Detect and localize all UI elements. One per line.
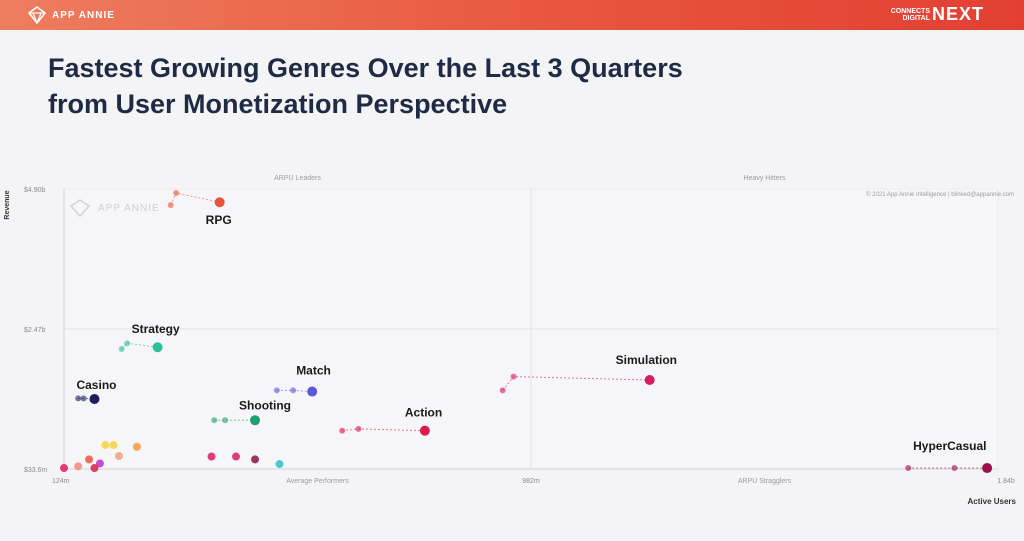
quadrant-label-bottom-right: ARPU Stragglers	[738, 478, 792, 485]
slide-title-line2: from User Monetization Perspective	[48, 89, 508, 119]
unlabeled-point-0	[60, 464, 68, 473]
y-tick-label-1: $2.47b	[24, 327, 46, 334]
y-axis-title: Revenue	[4, 190, 11, 219]
strategy-point-2	[152, 342, 163, 353]
hypercasual-point-2	[982, 463, 993, 474]
shooting-point-1	[222, 417, 229, 424]
top-banner: APP ANNIE CONNECTS DIGITAL NEXT	[0, 0, 1024, 30]
app-annie-brand: APP ANNIE	[28, 6, 115, 24]
rpg-point-0	[167, 202, 174, 209]
casino-point-0	[75, 395, 82, 402]
slide-title-line1: Fastest Growing Genres Over the Last 3 Q…	[48, 53, 683, 83]
action-label: Action	[405, 406, 442, 420]
unlabeled-point-1	[74, 462, 83, 471]
strategy-label: Strategy	[132, 322, 180, 336]
event-name: NEXT	[931, 4, 984, 24]
casino-label: Casino	[76, 378, 116, 392]
watermark	[69, 199, 91, 218]
unlabeled-point-12	[275, 460, 284, 469]
shooting-point-0	[211, 417, 218, 424]
watermark-logo-icon	[69, 199, 91, 218]
unlabeled-point-11	[251, 455, 260, 464]
x-tick-label-2: 1.84b	[997, 478, 1015, 485]
shooting-label: Shooting	[239, 398, 291, 412]
simulation-point-1	[510, 373, 517, 380]
rpg-label: RPG	[206, 213, 232, 227]
action-point-1	[355, 425, 362, 432]
y-tick-label-0: $33.6m	[24, 467, 48, 474]
app-annie-logo-icon	[28, 6, 46, 24]
unlabeled-point-9	[207, 452, 216, 461]
unlabeled-point-10	[231, 452, 240, 461]
strategy-point-0	[118, 345, 125, 352]
match-point-1	[290, 387, 297, 394]
unlabeled-point-8	[90, 464, 99, 473]
unlabeled-point-4	[101, 441, 110, 450]
quadrant-label-top-right: Heavy Hitters	[743, 175, 786, 182]
x-axis-title: Active Users	[968, 497, 1017, 506]
casino-point-1	[80, 395, 87, 402]
brand-name: APP ANNIE	[52, 9, 115, 21]
unlabeled-point-7	[132, 442, 141, 451]
quadrant-label-bottom-left: Average Performers	[286, 478, 349, 485]
event-line2: DIGITAL	[902, 14, 930, 22]
x-tick-label-0: 124m	[52, 478, 70, 485]
action-point-2	[419, 425, 430, 436]
hypercasual-label: HyperCasual	[913, 439, 986, 453]
strategy-trail	[121, 342, 158, 350]
match-point-0	[273, 387, 280, 394]
simulation-point-2	[644, 375, 655, 386]
action-point-0	[339, 427, 346, 434]
copyright-text: © 2021 App Annie Intelligence | blinked@…	[866, 191, 1014, 198]
simulation-point-0	[499, 387, 506, 394]
rpg-point-1	[173, 190, 180, 197]
quadrant-label-top-left: ARPU Leaders	[274, 175, 321, 182]
event-logo: CONNECTS DIGITAL NEXT	[891, 4, 984, 25]
y-tick-label-2: $4.90b	[24, 187, 46, 194]
watermark-text: APP ANNIE	[98, 203, 160, 214]
rpg-point-2	[214, 197, 225, 208]
unlabeled-point-2	[85, 455, 94, 464]
hypercasual-point-1	[951, 465, 958, 472]
event-line1: CONNECTS	[890, 7, 930, 15]
hypercasual-point-0	[905, 465, 912, 472]
match-point-2	[307, 386, 318, 397]
unlabeled-point-6	[114, 451, 123, 460]
shooting-point-2	[250, 415, 261, 426]
strategy-point-1	[124, 340, 131, 347]
x-tick-label-1: 982m	[522, 478, 540, 485]
genre-scatter-chart: $33.6m $2.47b $4.90b 124m 982m 1.84b Revenue Ac…	[4, 175, 1017, 506]
slide-title: Fastest Growing Genres Over the Last 3 Q…	[48, 50, 683, 122]
casino-point-2	[89, 394, 100, 405]
simulation-label: Simulation	[616, 353, 677, 367]
match-label: Match	[296, 364, 331, 378]
unlabeled-point-5	[109, 441, 118, 450]
unlabeled-point-3	[95, 459, 104, 468]
